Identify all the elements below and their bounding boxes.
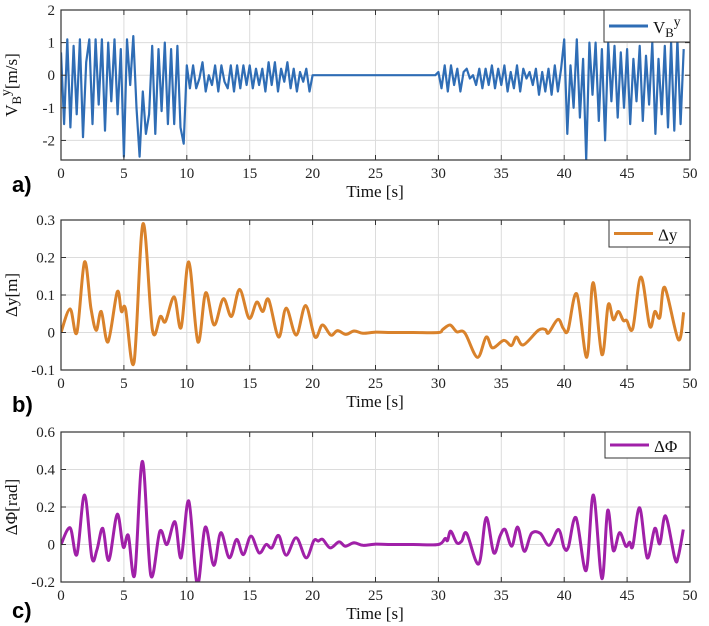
x-tick-label: 50 — [683, 588, 698, 604]
y-tick-label: -0.2 — [31, 575, 55, 591]
x-tick-label: 0 — [57, 166, 65, 182]
x-tick-label: 5 — [120, 376, 128, 392]
x-tick-label: 25 — [368, 376, 383, 392]
x-tick-label: 30 — [431, 166, 446, 182]
x-tick-label: 5 — [120, 588, 128, 604]
y-tick-label: 0.2 — [36, 500, 55, 516]
y-tick-label: -2 — [43, 133, 56, 149]
x-tick-label: 20 — [305, 588, 320, 604]
data-series-line — [61, 459, 685, 582]
x-tick-label: 35 — [494, 588, 509, 604]
data-series-line — [61, 35, 685, 160]
x-tick-label: 40 — [557, 376, 572, 392]
x-tick-label: 50 — [683, 166, 698, 182]
x-tick-label: 40 — [557, 166, 572, 182]
y-tick-label: 0.4 — [36, 463, 55, 479]
legend: Δy — [608, 219, 691, 248]
x-tick-label: 30 — [431, 588, 446, 604]
x-tick-label: 45 — [620, 166, 635, 182]
x-tick-label: 45 — [620, 588, 635, 604]
panel-label: c) — [12, 598, 32, 623]
x-tick-label: 30 — [431, 376, 446, 392]
y-tick-label: -0.1 — [31, 363, 55, 379]
legend-label: Δy — [658, 226, 678, 245]
x-tick-label: 20 — [305, 376, 320, 392]
y-tick-label: 0.1 — [36, 288, 55, 304]
legend: VBy — [603, 9, 691, 43]
x-tick-label: 15 — [242, 166, 257, 182]
legend: ΔΦ — [604, 431, 691, 459]
panel-label: b) — [12, 392, 33, 417]
data-series-line — [61, 222, 686, 367]
x-tick-label: 25 — [368, 588, 383, 604]
y-tick-label: 0 — [48, 538, 56, 554]
y-tick-label: 0.2 — [36, 251, 55, 267]
x-tick-label: 0 — [57, 588, 65, 604]
x-tick-label: 5 — [120, 166, 128, 182]
x-tick-label: 50 — [683, 376, 698, 392]
y-axis-label: VBy[m/s] — [0, 53, 24, 116]
x-tick-label: 15 — [242, 588, 257, 604]
x-tick-label: 40 — [557, 588, 572, 604]
y-tick-label: 0.3 — [36, 213, 55, 229]
x-axis-label: Time [s] — [346, 182, 403, 201]
x-tick-label: 10 — [179, 166, 194, 182]
panel-label: a) — [12, 172, 32, 197]
x-tick-label: 10 — [179, 588, 194, 604]
x-axis-label: Time [s] — [346, 604, 403, 623]
y-axis-label: ΔΦ[rad] — [2, 479, 21, 535]
y-tick-label: 1 — [48, 36, 56, 52]
y-tick-label: 0.6 — [36, 425, 55, 441]
x-tick-label: 25 — [368, 166, 383, 182]
y-tick-label: 0 — [48, 68, 56, 84]
y-tick-label: -1 — [43, 101, 56, 117]
y-tick-label: 0 — [48, 326, 56, 342]
x-tick-label: 20 — [305, 166, 320, 182]
x-tick-label: 10 — [179, 376, 194, 392]
y-axis-label: Δy[m] — [2, 273, 21, 317]
x-tick-label: 0 — [57, 376, 65, 392]
x-tick-label: 35 — [494, 166, 509, 182]
y-tick-label: 2 — [48, 3, 56, 19]
legend-label: VBy — [653, 14, 681, 40]
x-tick-label: 45 — [620, 376, 635, 392]
x-axis-label: Time [s] — [346, 392, 403, 411]
x-tick-label: 15 — [242, 376, 257, 392]
legend-label: ΔΦ — [654, 437, 677, 456]
x-tick-label: 35 — [494, 376, 509, 392]
